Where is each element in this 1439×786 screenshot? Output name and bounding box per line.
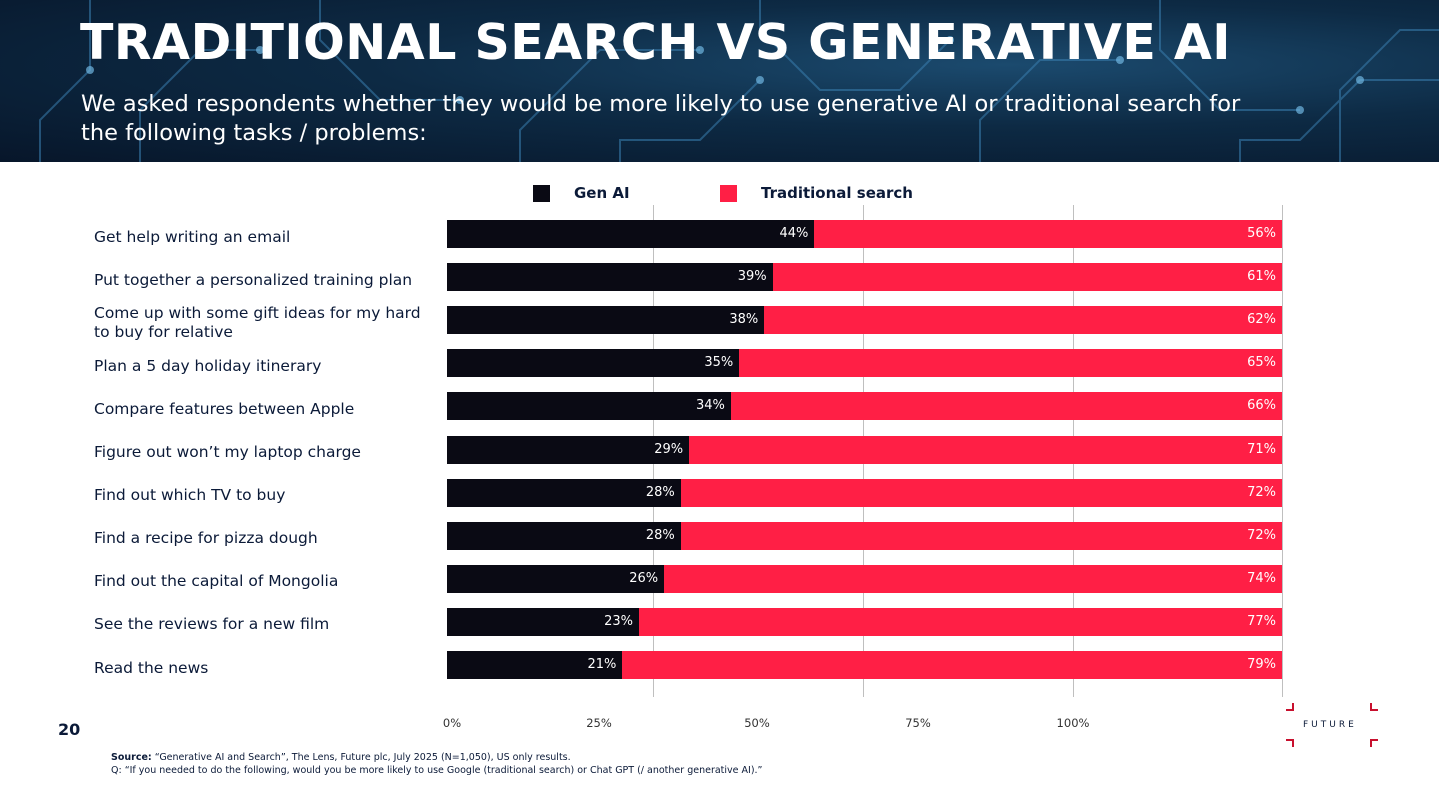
category-label: Plan a 5 day holiday itinerary [94,356,322,375]
page-title: TRADITIONAL SEARCH VS GENERATIVE AI [80,14,1232,71]
bar-gen-ai [447,263,773,292]
source-label: Source: [111,752,152,763]
category-label: Get help writing an email [94,227,291,246]
legend-item-gen-ai: Gen AI [533,183,630,203]
category-label: Compare features between Apple [94,399,355,418]
bar-gen-ai [447,392,731,421]
bar-traditional [730,392,1282,421]
category-label: Read the news [94,658,209,677]
logo-corner-icon [1370,703,1378,711]
value-label-gen-ai: 39% [737,269,767,285]
legend-item-traditional: Traditional search [720,183,913,203]
logo-corner-icon [1286,703,1294,711]
value-label-traditional: 66% [1247,398,1276,414]
bar-gen-ai [447,521,681,550]
value-label-traditional: 61% [1247,269,1276,285]
bar-gen-ai [447,564,665,593]
value-label-gen-ai: 34% [695,398,725,414]
logo-wordmark: FUTURE [1303,720,1357,730]
legend-swatch-traditional [720,184,737,202]
bar-traditional [739,349,1282,378]
page-subtitle: We asked respondents whether they would … [81,91,1241,146]
value-label-gen-ai: 35% [704,355,734,371]
value-label-traditional: 65% [1247,355,1276,371]
legend-swatch-gen-ai [533,184,550,202]
source-text: “Generative AI and Search”, The Lens, Fu… [154,752,571,763]
value-label-gen-ai: 21% [587,657,617,672]
value-label-traditional: 62% [1247,312,1276,328]
bar-gen-ai [447,349,740,378]
gridline [1282,205,1283,697]
x-tick-label: 0% [442,716,462,730]
category-label: Find out the capital of Mongolia [94,572,339,591]
x-tick-label: 75% [905,716,931,730]
category-label: Find out which TV to buy [94,486,286,505]
value-label-gen-ai: 26% [629,570,659,586]
category-label: Find a recipe for pizza dough [94,529,318,548]
header-banner: TRADITIONAL SEARCH VS GENERATIVE AI We a… [0,0,1439,162]
value-label-traditional: 77% [1247,613,1276,629]
legend-label-traditional: Traditional search [761,184,913,202]
bar-gen-ai [447,607,640,636]
value-label-traditional: 72% [1247,527,1276,543]
value-label-gen-ai: 44% [779,226,809,241]
category-label: Figure out won’t my laptop charge [94,443,361,461]
circuit-background-icon [39,0,1439,162]
bar-traditional [689,435,1282,464]
bar-gen-ai [447,651,623,679]
value-label-gen-ai: 38% [729,312,759,328]
bar-gen-ai [447,220,815,248]
bar-traditional [680,521,1282,550]
x-tick-label: 100% [1056,716,1090,730]
value-label-gen-ai: 28% [645,527,675,543]
bar-gen-ai [447,435,690,464]
value-label-gen-ai: 28% [645,484,675,500]
bar-gen-ai [447,306,765,335]
value-label-gen-ai: 29% [654,441,684,457]
bar-traditional [764,306,1282,335]
value-label-gen-ai: 23% [604,613,634,629]
bar-traditional [664,564,1282,593]
x-tick-label: 25% [586,716,612,730]
logo-corner-icon [1370,739,1378,747]
bar-traditional [622,651,1282,679]
future-logo: FUTURE [1286,703,1378,747]
source-note: Source: “Generative AI and Search”, The … [111,751,762,777]
value-label-traditional: 74% [1247,570,1276,586]
value-label-traditional: 72% [1247,484,1276,500]
value-label-traditional: 56% [1247,226,1276,241]
source-question: Q: “If you needed to do the following, w… [111,765,763,776]
bar-gen-ai [447,478,681,507]
bar-traditional [814,220,1282,248]
bar-traditional [772,263,1282,292]
category-label: See the reviews for a new film [94,615,330,634]
value-label-traditional: 79% [1247,657,1276,672]
category-label: Come up with some gift ideas for my hard… [94,304,421,342]
category-label: Put together a personalized training pla… [94,270,413,289]
value-label-traditional: 71% [1247,441,1276,457]
page-number: 20 [58,720,81,739]
x-tick-label: 50% [744,716,770,730]
legend-label-gen-ai: Gen AI [574,184,630,202]
bar-traditional [639,607,1282,636]
bar-traditional [680,478,1282,507]
logo-corner-icon [1286,739,1294,747]
